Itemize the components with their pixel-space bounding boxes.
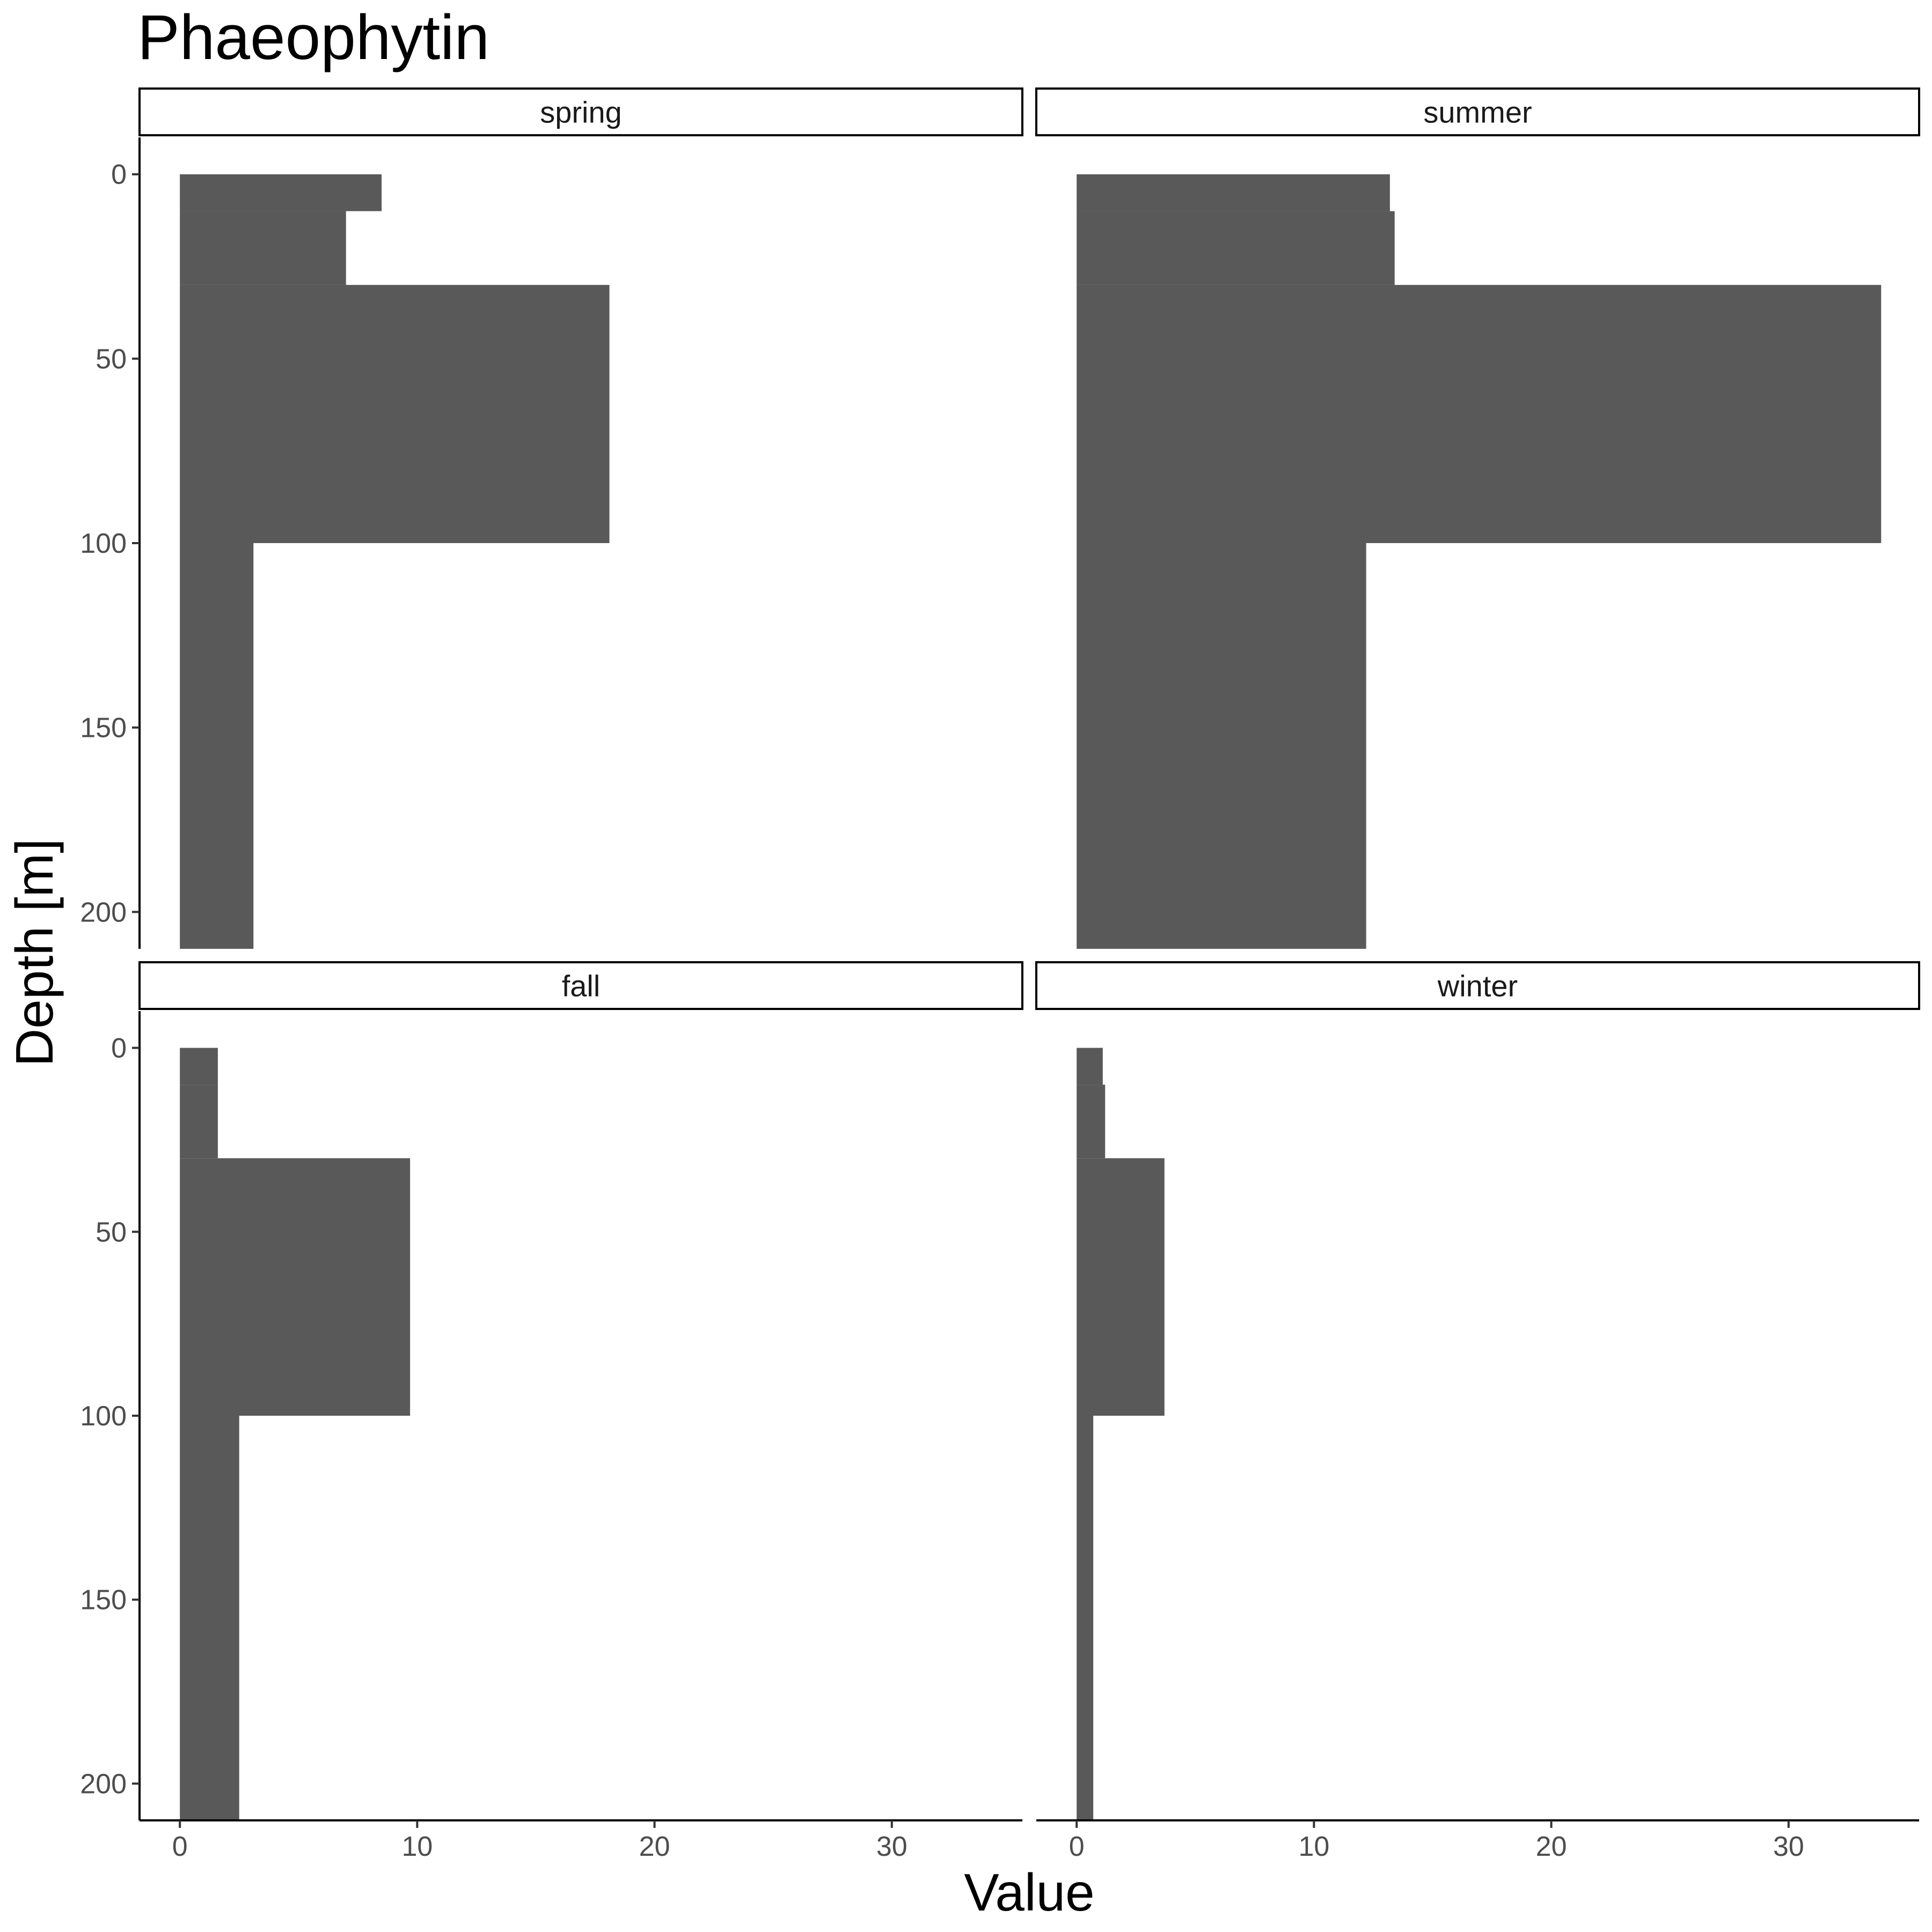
bar-summer-100-210: [1077, 543, 1366, 949]
y-tick-label-fall-50: 50: [96, 1217, 127, 1248]
bar-summer-10-30: [1077, 211, 1395, 285]
x-tick-label-winter-20: 20: [1536, 1831, 1567, 1862]
bar-winter-100-210: [1077, 1416, 1094, 1820]
chart-title: Phaeophytin: [137, 2, 489, 73]
bar-spring-10-30: [180, 211, 346, 285]
strip-summer: [1035, 87, 1920, 136]
y-tick-label-spring-0: 0: [111, 159, 127, 191]
bar-fall-100-210: [180, 1416, 239, 1820]
x-tick-label-fall-20: 20: [639, 1831, 670, 1862]
panel-spring: spring 0 50 100 150 200: [80, 87, 1023, 949]
bar-spring-30-100: [180, 284, 610, 543]
y-tick-label-fall-150: 150: [80, 1585, 127, 1616]
y-tick-label-fall-0: 0: [111, 1033, 127, 1064]
y-tick-label-spring-150: 150: [80, 713, 127, 744]
strip-winter: [1035, 961, 1920, 1010]
bar-fall-0-10: [180, 1048, 218, 1085]
x-tick-label-winter-0: 0: [1069, 1831, 1085, 1862]
y-tick-label-spring-50: 50: [96, 343, 127, 375]
bar-fall-30-100: [180, 1158, 411, 1416]
bar-spring-100-210: [180, 543, 254, 949]
y-tick-label-fall-100: 100: [80, 1401, 127, 1432]
bar-winter-0-10: [1077, 1048, 1103, 1085]
bar-fall-10-30: [180, 1085, 218, 1159]
strip-label-winter: winter: [1437, 969, 1518, 1003]
y-tick-label-spring-200: 200: [80, 897, 127, 928]
strip-label-summer: summer: [1423, 96, 1532, 129]
x-tick-label-winter-30: 30: [1773, 1831, 1804, 1862]
x-tick-label-winter-10: 10: [1298, 1831, 1329, 1862]
panel-summer: summer: [1035, 87, 1920, 949]
x-tick-label-fall-10: 10: [401, 1831, 433, 1862]
x-tick-label-fall-0: 0: [172, 1831, 188, 1862]
strip-fall: [138, 961, 1023, 1010]
strip-label-spring: spring: [540, 96, 622, 129]
bar-winter-30-100: [1077, 1158, 1165, 1416]
x-axis-title: Value: [964, 1863, 1094, 1922]
bar-winter-10-30: [1077, 1085, 1106, 1159]
strip-spring: [138, 87, 1023, 136]
x-tick-label-fall-30: 30: [876, 1831, 908, 1862]
panel-winter: winter 0 10 20 30: [1035, 961, 1920, 1862]
y-tick-label-spring-100: 100: [80, 528, 127, 559]
bar-summer-0-10: [1077, 174, 1390, 211]
facet-panels: spring050100150200summerfall050100150200…: [80, 87, 1920, 1862]
bar-spring-0-10: [180, 174, 382, 211]
strip-label-fall: fall: [562, 969, 601, 1003]
panel-fall: fall 0 50 100 150 200 0 10 20 30: [80, 961, 1023, 1862]
y-tick-label-fall-200: 200: [80, 1768, 127, 1799]
y-axis-title: Depth [m]: [5, 839, 64, 1067]
bar-summer-30-100: [1077, 284, 1882, 543]
